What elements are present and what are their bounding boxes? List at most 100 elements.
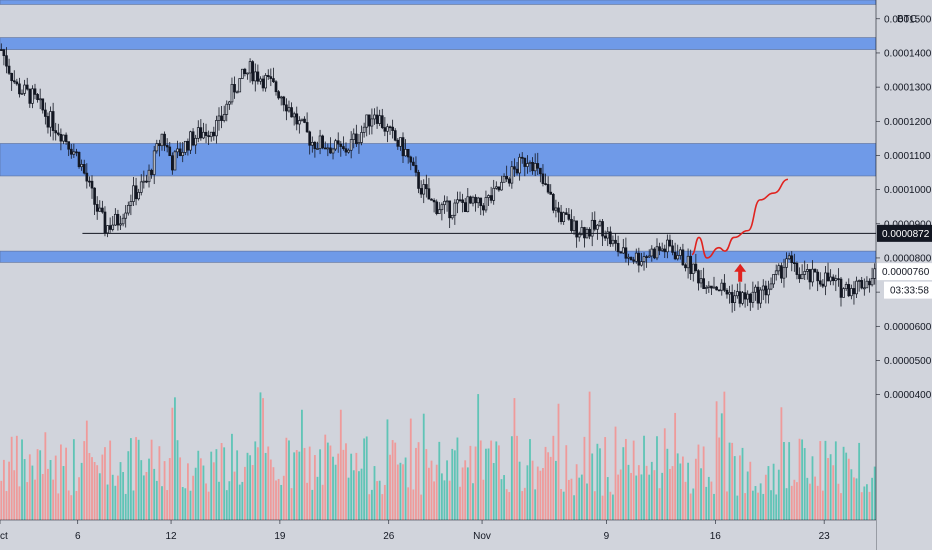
candle-body <box>220 115 223 121</box>
volume-bar <box>601 495 604 520</box>
time-axis-ticks: Oct6121926Nov91623Dec <box>0 520 830 542</box>
candle-body <box>445 200 449 203</box>
up-arrow-icon[interactable] <box>734 263 747 282</box>
candle-body <box>186 140 190 151</box>
candle-body <box>240 68 244 79</box>
candle-body <box>238 78 242 93</box>
zone-band[interactable] <box>0 37 877 50</box>
candle-body <box>111 224 115 230</box>
volume-bar <box>101 454 104 520</box>
candle-body <box>51 111 55 131</box>
candle-body <box>476 197 480 204</box>
volume-bar <box>262 398 264 520</box>
volume-bar <box>306 482 309 520</box>
candle-body <box>383 127 387 132</box>
volume-bar <box>342 449 345 520</box>
volume-bar <box>409 418 412 520</box>
candle-body <box>596 224 599 230</box>
candle-body <box>492 187 496 201</box>
volume-bar <box>280 484 283 520</box>
candle-body <box>432 199 436 203</box>
candle-body <box>650 248 654 257</box>
candle-body <box>619 251 623 254</box>
candle-body <box>515 168 519 174</box>
candle-body <box>259 78 262 82</box>
time-tick-label: 26 <box>383 531 395 542</box>
candle-body <box>461 199 464 203</box>
candle-body <box>857 280 861 282</box>
volume-bar <box>671 466 674 520</box>
candle-body <box>777 265 781 272</box>
candle-body <box>106 225 109 234</box>
volume-bar <box>544 446 547 520</box>
volume-bar <box>114 485 117 520</box>
volume-bar <box>370 489 373 520</box>
time-tick-label: 16 <box>710 531 722 542</box>
candle-body <box>780 265 783 279</box>
volume-bar <box>676 453 679 520</box>
candle-body <box>243 68 247 74</box>
volume-bar <box>148 458 150 520</box>
volume-bar <box>350 453 353 520</box>
volume-bar <box>443 480 446 520</box>
time-tick-label: 12 <box>165 531 177 542</box>
zone-band[interactable] <box>0 0 877 5</box>
volume-bar <box>70 495 73 520</box>
candle-body <box>723 282 726 291</box>
candle-body <box>129 201 133 206</box>
volume-bar <box>93 461 96 520</box>
candle-body <box>520 156 524 159</box>
volume-bar <box>210 451 213 520</box>
candle-body <box>25 84 29 90</box>
volume-bar <box>129 438 132 520</box>
volume-bar <box>345 443 347 520</box>
candle-body <box>38 98 42 101</box>
volume-bar <box>412 489 415 520</box>
candle-body <box>305 122 309 133</box>
candle-body <box>417 172 420 189</box>
volume-bar <box>679 463 682 520</box>
candle-body <box>93 187 96 205</box>
volume-bar <box>264 452 267 520</box>
volume-bar <box>5 491 8 520</box>
candle-body <box>536 163 540 169</box>
candle-body <box>225 103 229 115</box>
zone-band[interactable] <box>0 143 877 177</box>
volume-bar <box>399 462 402 520</box>
volume-bar <box>428 467 430 520</box>
volume-bar <box>451 448 454 520</box>
volume-bar <box>440 473 443 520</box>
candle-body <box>64 134 68 143</box>
candle-body <box>298 120 301 125</box>
candle-body <box>507 178 511 184</box>
volume-bar <box>837 483 840 520</box>
candle-body <box>191 131 195 146</box>
volume-bar <box>391 440 394 520</box>
volume-bar <box>18 486 21 520</box>
candle-body <box>33 88 37 95</box>
candle-body <box>334 140 337 150</box>
candle-body <box>212 131 216 137</box>
volume-bar <box>389 454 391 520</box>
volume-bar <box>653 470 656 520</box>
candle-body <box>469 196 472 204</box>
price-tick-label: 0.0000500 <box>884 356 932 367</box>
time-axis-panel[interactable] <box>0 520 876 550</box>
volume-bar <box>803 448 806 520</box>
volume-bar <box>567 479 570 520</box>
volume-bar <box>10 436 13 520</box>
candle-body <box>728 292 731 295</box>
volume-bar <box>52 479 55 520</box>
price-tick-label: 0.0001000 <box>884 185 932 196</box>
volume-bar <box>337 453 340 520</box>
candle-body <box>282 96 286 106</box>
candle-body <box>303 118 306 123</box>
volume-bar <box>365 436 368 520</box>
zone-band[interactable] <box>0 250 877 263</box>
volume-bar <box>606 477 609 520</box>
projection-curve[interactable] <box>691 178 789 259</box>
volume-bar <box>332 456 334 520</box>
volume-bar <box>547 452 550 520</box>
volume-bar <box>212 462 215 520</box>
